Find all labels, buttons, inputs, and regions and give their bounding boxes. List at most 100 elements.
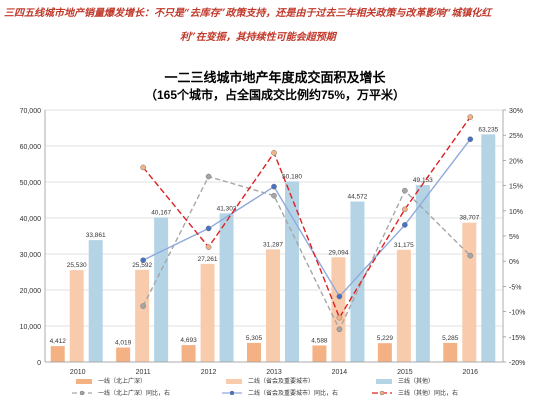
y-tick-label: 30,000	[20, 252, 42, 259]
bar	[219, 213, 234, 362]
x-tick-label: 2013	[266, 369, 282, 376]
growth-point	[140, 257, 146, 264]
growth-point	[402, 206, 408, 213]
y2-tick-label: -5%	[509, 284, 521, 291]
legend-marker	[229, 390, 235, 396]
growth-point	[205, 173, 212, 180]
x-tick-label: 2010	[70, 369, 86, 376]
headline-line2: 利”在变振，其持续性可能会超预期	[180, 32, 336, 43]
legend-label: 三线（其他）同比，右	[398, 389, 458, 397]
bar	[116, 347, 131, 362]
bar	[312, 345, 327, 362]
growth-point	[336, 314, 343, 321]
bar	[331, 257, 346, 362]
growth-point	[205, 244, 212, 250]
chart-subtitle: （165个城市，占全国成交比例约75%，万平米）	[145, 87, 405, 102]
growth-point	[271, 149, 277, 156]
growth-point	[402, 187, 408, 194]
legend-swatch	[376, 379, 392, 384]
growth-point	[467, 252, 474, 259]
legend-label: 二线（省会及重要城市）	[248, 377, 314, 385]
bar-value-label: 31,287	[263, 241, 283, 248]
bar-value-label: 63,235	[478, 126, 498, 133]
x-tick-label: 2016	[462, 369, 478, 376]
legend-label: 一线（北上广深）	[98, 377, 146, 385]
bar-value-label: 27,261	[198, 256, 218, 263]
legend-swatch	[226, 379, 242, 384]
bar-value-label: 31,175	[394, 242, 414, 249]
y2-tick-label: -15%	[509, 335, 525, 342]
bar	[415, 185, 430, 362]
y-tick-label: 10,000	[20, 324, 42, 331]
bar-value-label: 4,693	[180, 337, 197, 344]
y-tick-label: 20,000	[20, 288, 42, 295]
chart-title: 一二三线城市地产年度成交面积及增长	[164, 70, 386, 85]
bar	[481, 134, 496, 362]
x-tick-label: 2014	[332, 369, 348, 376]
bar	[88, 240, 103, 362]
y2-tick-label: 15%	[509, 184, 523, 191]
y2-tick-label: 10%	[509, 209, 523, 216]
growth-line	[142, 175, 471, 331]
x-tick-label: 2011	[136, 369, 151, 376]
headline-line1: 三四五线城市地产销量爆发增长：不只是“去库存”政策支持，还是由于过去三年相关政策…	[4, 8, 492, 19]
growth-point	[205, 225, 212, 232]
bar-value-label: 4,019	[115, 340, 132, 347]
bar-value-label: 44,572	[347, 194, 367, 201]
bar	[200, 263, 215, 362]
x-tick-label: 2015	[397, 369, 413, 376]
growth-point	[336, 293, 343, 300]
y-tick-label: 70,000	[20, 108, 42, 115]
bar	[443, 342, 458, 362]
growth-point	[271, 183, 277, 190]
y2-tick-label: 30%	[509, 108, 523, 115]
axes: 0 10,000 20,000 30,000 40,000 50,000 60,000 70,…	[20, 108, 526, 376]
bar-value-label: 38,707	[459, 215, 479, 222]
bar	[50, 346, 65, 362]
bar	[285, 181, 299, 362]
bar	[396, 249, 411, 362]
legend-marker	[379, 390, 385, 396]
bar	[247, 342, 261, 362]
bar-value-label: 5,285	[442, 335, 459, 342]
bar-value-label: 5,305	[246, 335, 263, 342]
legend-label: 二线（省会及重要城市）同比，右	[248, 389, 338, 397]
bar-value-label: 4,412	[50, 338, 67, 345]
bar-value-label: 5,229	[377, 335, 394, 342]
bar	[69, 270, 84, 362]
growth-lines	[140, 114, 474, 333]
bar-value-label: 25,530	[67, 262, 87, 269]
growth-point	[140, 303, 146, 309]
bar	[154, 217, 169, 362]
y2-tick-label: 25%	[509, 133, 523, 140]
growth-point	[336, 326, 343, 333]
headline: 三四五线城市地产销量爆发增长：不只是“去库存”政策支持，还是由于过去三年相关政策…	[4, 2, 546, 50]
bar	[350, 201, 365, 362]
bar-value-label: 4,588	[311, 337, 328, 344]
bar-value-label: 33,861	[86, 232, 106, 239]
bars: 4,412 4,019 4,693 5,305 4,588 5,229 5,285 25,53…	[50, 126, 499, 362]
growth-point	[140, 164, 146, 171]
legend: 一线（北上广深） 二线（省会及重要城市） 三线（其他） 一线（北上广深）同比，右 二线（…	[72, 377, 458, 397]
y-tick-label: 50,000	[20, 180, 42, 187]
y2-tick-label: -10%	[509, 310, 525, 317]
legend-marker	[79, 390, 85, 396]
growth-line	[142, 116, 471, 320]
bar	[377, 343, 392, 362]
growth-point	[402, 222, 408, 228]
bar	[462, 222, 477, 362]
y2-tick-label: 0%	[509, 259, 519, 266]
bar	[266, 249, 280, 362]
bar-value-label: 41,303	[217, 205, 237, 212]
growth-point	[271, 192, 277, 199]
bar-value-label: 25,592	[132, 262, 152, 269]
y2-tick-label: 5%	[509, 234, 519, 241]
bar	[135, 269, 150, 362]
bar	[181, 345, 196, 362]
y-tick-label: 0	[37, 360, 41, 367]
bar-value-label: 50,180	[282, 173, 302, 180]
y-tick-label: 40,000	[20, 216, 42, 223]
legend-swatch	[76, 379, 92, 384]
bar-value-label: 40,167	[151, 209, 171, 216]
